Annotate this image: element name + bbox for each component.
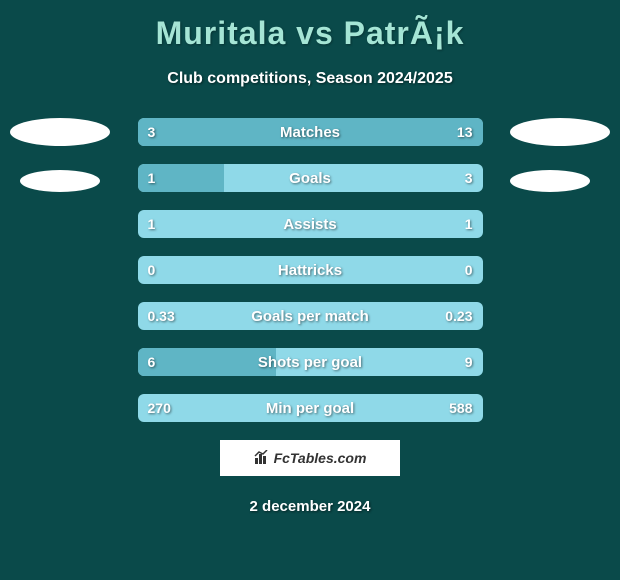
stat-label: Hattricks <box>138 256 483 284</box>
watermark: FcTables.com <box>220 440 400 476</box>
stat-label: Assists <box>138 210 483 238</box>
chart-area: Matches313Goals13Assists11Hattricks00Goa… <box>0 118 620 422</box>
stat-row: Hattricks0 0 <box>138 256 483 284</box>
stat-label: Goals <box>138 164 483 192</box>
stat-row: Shots per goal6 9 <box>138 348 483 376</box>
stat-label: Goals per match <box>138 302 483 330</box>
stat-row: Matches3 13 <box>138 118 483 146</box>
stat-value-left: 1 <box>148 210 156 238</box>
left-badge-1 <box>10 118 110 146</box>
stat-label: Shots per goal <box>138 348 483 376</box>
stat-value-right: 0.23 <box>445 302 472 330</box>
stat-value-left: 1 <box>148 164 156 192</box>
comparison-title: Muritala vs PatrÃ¡k <box>0 0 620 52</box>
stat-row: Assists1 1 <box>138 210 483 238</box>
stat-value-left: 3 <box>148 118 156 146</box>
stat-value-right: 1 <box>465 210 473 238</box>
left-player-badges <box>10 118 110 216</box>
stat-label: Matches <box>138 118 483 146</box>
right-badge-1 <box>510 118 610 146</box>
stat-value-left: 6 <box>148 348 156 376</box>
stat-value-right: 9 <box>465 348 473 376</box>
stat-row: Goals1 3 <box>138 164 483 192</box>
stat-value-right: 3 <box>465 164 473 192</box>
comparison-subtitle: Club competitions, Season 2024/2025 <box>0 70 620 88</box>
watermark-text: FcTables.com <box>274 450 367 466</box>
stat-value-left: 270 <box>148 394 171 422</box>
stat-label: Min per goal <box>138 394 483 422</box>
stat-row: Goals per match0.33 0.23 <box>138 302 483 330</box>
chart-icon <box>254 450 270 467</box>
date-label: 2 december 2024 <box>0 498 620 515</box>
stat-value-right: 13 <box>457 118 473 146</box>
right-player-badges <box>510 118 610 216</box>
stat-row: Min per goal270 588 <box>138 394 483 422</box>
left-badge-2 <box>20 170 100 192</box>
stat-value-right: 588 <box>449 394 472 422</box>
stat-value-left: 0.33 <box>148 302 175 330</box>
right-badge-2 <box>510 170 590 192</box>
stat-value-right: 0 <box>465 256 473 284</box>
stats-bars-container: Matches313Goals13Assists11Hattricks00Goa… <box>138 118 483 422</box>
stat-value-left: 0 <box>148 256 156 284</box>
